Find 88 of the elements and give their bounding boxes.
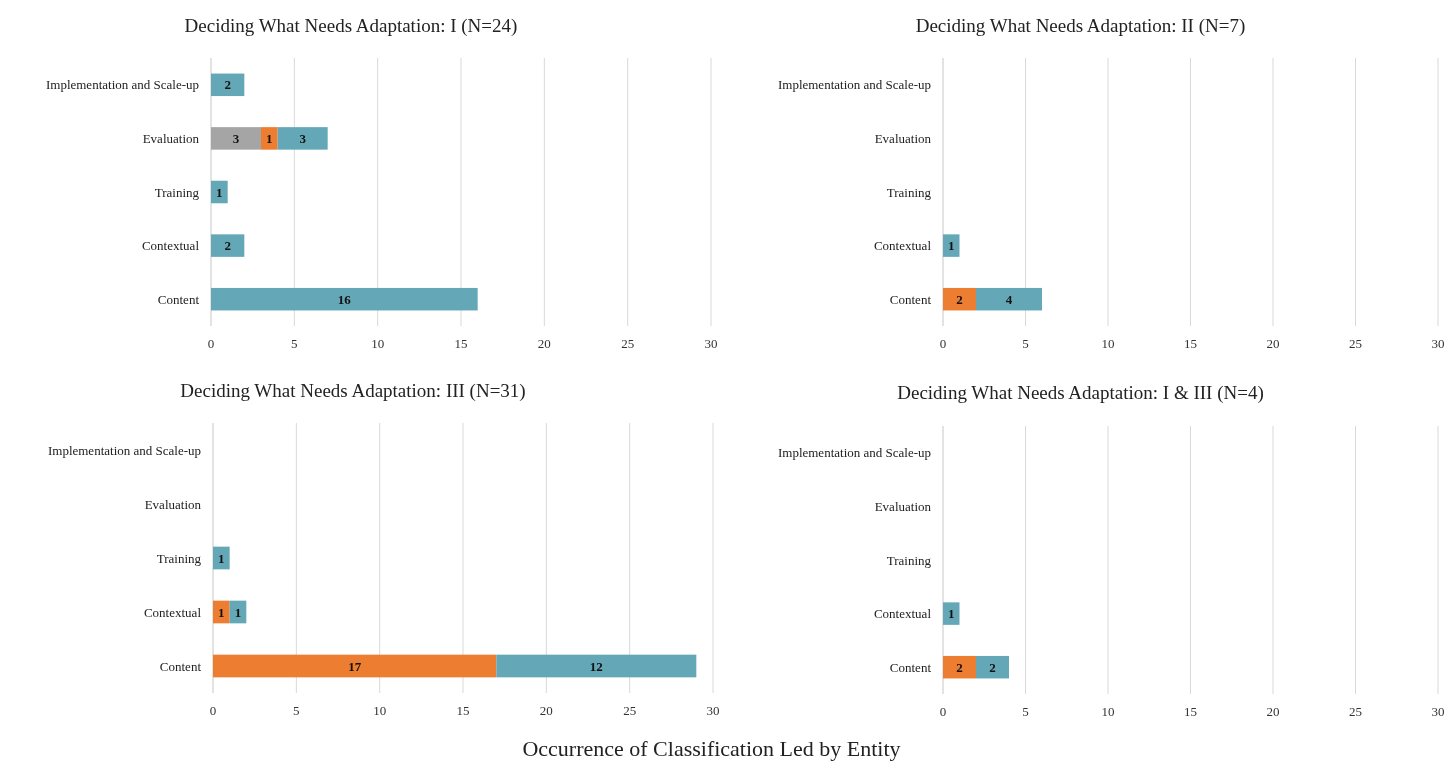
bar	[277, 127, 328, 150]
x-tick-label: 10	[371, 336, 385, 351]
chart-title: Deciding What Needs Adaptation: II (N=7)	[915, 15, 1246, 37]
x-tick-label: 20	[537, 336, 551, 351]
y-tick-label: Implementation and Scale-up	[777, 445, 931, 461]
bar	[943, 655, 976, 679]
bar	[213, 546, 230, 570]
chart-title: Deciding What Needs Adaptation: III (N=31)	[180, 380, 526, 402]
x-tick-label: 25	[1349, 704, 1362, 719]
x-tick-label: 15	[1184, 336, 1197, 351]
data-label: 2	[224, 77, 231, 93]
chart-title: Deciding What Needs Adaptation: I & III (N=4)	[897, 382, 1264, 404]
bar	[211, 287, 478, 311]
y-tick-label: Training	[154, 184, 200, 200]
data-label: 12	[589, 658, 603, 674]
x-tick-label: 25	[1349, 336, 1362, 351]
data-label: 2	[956, 659, 963, 675]
y-tick-label: Evaluation	[874, 130, 932, 146]
y-tick-label: Evaluation	[874, 498, 932, 514]
x-tick-label: 30	[1431, 704, 1445, 719]
x-tick-label: 0	[939, 704, 947, 719]
y-tick-label: Content	[889, 291, 932, 307]
bar	[213, 600, 230, 624]
data-label: 1	[234, 604, 242, 620]
x-tick-label: 15	[456, 703, 470, 718]
x-tick-label: 10	[1101, 704, 1115, 719]
data-label: 1	[948, 238, 955, 254]
x-tick-label: 20	[539, 703, 553, 718]
x-axis-title: Occurrence of Classification Led by Entity	[522, 736, 901, 761]
data-label: 2	[224, 238, 231, 254]
data-label: 1	[218, 604, 225, 620]
x-tick-label: 0	[209, 703, 217, 718]
data-label: 2	[956, 291, 963, 307]
x-tick-label: 25	[621, 336, 635, 351]
y-tick-label: Training	[886, 552, 932, 568]
data-label: 1	[216, 184, 223, 200]
bar	[211, 234, 245, 257]
x-tick-label: 5	[1022, 336, 1029, 351]
x-tick-label: 5	[291, 336, 298, 351]
data-label: 16	[337, 291, 352, 307]
y-tick-label: Contextual	[873, 238, 932, 254]
x-tick-label: 5	[293, 703, 300, 718]
bar	[943, 287, 976, 311]
bar	[976, 287, 1042, 311]
y-tick-label: Content	[889, 659, 932, 675]
data-label: 3	[232, 130, 240, 146]
y-tick-label: Training	[886, 184, 932, 200]
x-tick-label: 20	[1266, 336, 1280, 351]
y-tick-label: Implementation and Scale-up	[777, 77, 931, 93]
y-tick-label: Implementation and Scale-up	[45, 77, 199, 93]
bar	[211, 73, 245, 97]
data-label: 1	[218, 550, 225, 566]
y-tick-label: Content	[157, 291, 200, 307]
y-tick-label: Contextual	[873, 606, 932, 622]
x-tick-label: 0	[939, 336, 947, 351]
data-label: 4	[1005, 291, 1013, 307]
y-tick-label: Content	[159, 658, 202, 674]
bar	[211, 127, 261, 150]
x-tick-label: 30	[706, 703, 720, 718]
x-tick-label: 15	[1184, 704, 1197, 719]
bar	[496, 654, 697, 678]
data-label: 1	[266, 130, 273, 146]
x-tick-label: 10	[1101, 336, 1115, 351]
x-tick-label: 10	[373, 703, 387, 718]
y-tick-label: Evaluation	[142, 130, 200, 146]
y-tick-label: Implementation and Scale-up	[47, 442, 201, 458]
y-tick-label: Contextual	[143, 604, 202, 620]
x-tick-label: 15	[454, 336, 468, 351]
data-label: 3	[299, 130, 307, 146]
x-tick-label: 30	[1431, 336, 1445, 351]
data-label: 2	[989, 659, 996, 675]
data-label: 1	[948, 606, 955, 622]
bar	[943, 602, 960, 625]
x-tick-label: 5	[1022, 704, 1029, 719]
x-tick-label: 20	[1266, 704, 1280, 719]
y-tick-label: Evaluation	[144, 496, 202, 512]
x-tick-label: 25	[623, 703, 637, 718]
x-tick-label: 30	[704, 336, 718, 351]
chart-title: Deciding What Needs Adaptation: I (N=24)	[184, 15, 518, 37]
y-tick-label: Training	[156, 550, 202, 566]
bar	[943, 234, 960, 257]
bar	[976, 655, 1009, 679]
data-label: 17	[348, 658, 362, 674]
bar	[261, 127, 278, 150]
bar	[211, 180, 228, 204]
y-tick-label: Contextual	[141, 238, 200, 254]
x-tick-label: 0	[207, 336, 215, 351]
bar	[213, 654, 497, 678]
